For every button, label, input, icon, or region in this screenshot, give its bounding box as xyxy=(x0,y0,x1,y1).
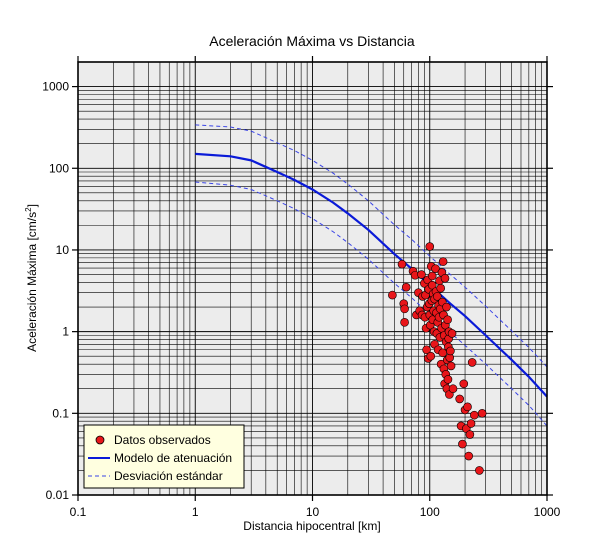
data-point xyxy=(446,361,456,371)
axis-ticks xyxy=(72,56,553,501)
data-point xyxy=(436,283,446,293)
data-point xyxy=(455,394,464,404)
x-tick-label: 10 xyxy=(306,505,320,519)
plot-frame xyxy=(77,61,548,496)
chart-title: Aceleración Máxima vs Distancia xyxy=(209,33,415,49)
y-axis-label-end: ] xyxy=(25,204,39,207)
legend-label-points: Datos observados xyxy=(114,433,211,447)
y-tick-label: 0.01 xyxy=(46,488,70,502)
data-point xyxy=(470,410,479,420)
series-points xyxy=(388,242,487,475)
y-axis-label-main: Aceleración Máxima [cm/s xyxy=(25,212,39,352)
data-point xyxy=(433,292,442,301)
data-point xyxy=(459,379,469,389)
y-tick-label: 1 xyxy=(62,325,69,339)
data-point xyxy=(463,402,472,412)
data-point xyxy=(427,271,437,281)
y-axis-label: Aceleración Máxima [cm/s2] xyxy=(24,204,39,352)
data-point xyxy=(401,282,411,292)
data-point xyxy=(427,280,437,290)
y-tick-label: 1000 xyxy=(42,80,69,94)
legend-label-model: Modelo de atenuación xyxy=(114,451,232,465)
series-lines xyxy=(195,124,548,427)
data-point xyxy=(447,329,457,338)
data-point xyxy=(443,315,452,325)
data-point xyxy=(397,259,407,269)
data-point xyxy=(477,409,487,418)
x-tick-label: 1000 xyxy=(534,505,561,519)
data-point xyxy=(448,384,458,394)
data-point xyxy=(426,351,436,361)
y-tick-label: 10 xyxy=(56,243,70,257)
x-tick-label: 0.1 xyxy=(70,505,87,519)
grid-lines xyxy=(77,61,547,496)
data-point xyxy=(467,358,477,367)
data-point xyxy=(425,242,435,251)
data-point xyxy=(400,304,409,314)
x-axis-label: Distancia hipocentral [km] xyxy=(243,519,380,533)
data-point xyxy=(446,346,455,356)
legend: Datos observados Modelo de atenuación De… xyxy=(83,424,245,489)
attenuation-model-line xyxy=(195,152,548,398)
x-tick-label: 100 xyxy=(420,505,440,519)
y-tick-labels: 0.01 0.1 1 10 100 1000 xyxy=(42,80,69,502)
legend-box xyxy=(83,424,245,489)
data-point xyxy=(443,375,453,384)
data-point xyxy=(440,273,450,283)
data-point xyxy=(466,419,476,428)
y-tick-label: 0.1 xyxy=(52,406,69,420)
data-point xyxy=(438,257,448,266)
data-point xyxy=(458,439,467,449)
y-axis-label-sup: 2 xyxy=(24,207,33,212)
data-point xyxy=(388,290,397,300)
data-point xyxy=(475,466,484,475)
legend-marker-points xyxy=(95,435,105,445)
data-point xyxy=(400,318,409,327)
legend-label-std: Desviación estándar xyxy=(114,469,223,483)
std-deviation-line xyxy=(195,124,548,368)
data-point xyxy=(442,302,451,312)
x-tick-labels: 0.1 1 10 100 1000 xyxy=(70,505,561,519)
y-tick-label: 100 xyxy=(49,161,69,175)
data-point xyxy=(465,430,475,439)
data-point xyxy=(417,270,426,279)
data-point xyxy=(464,451,474,461)
std-deviation-line xyxy=(195,181,548,427)
data-point xyxy=(431,264,440,273)
data-point xyxy=(422,345,431,355)
x-tick-label: 1 xyxy=(192,505,199,519)
